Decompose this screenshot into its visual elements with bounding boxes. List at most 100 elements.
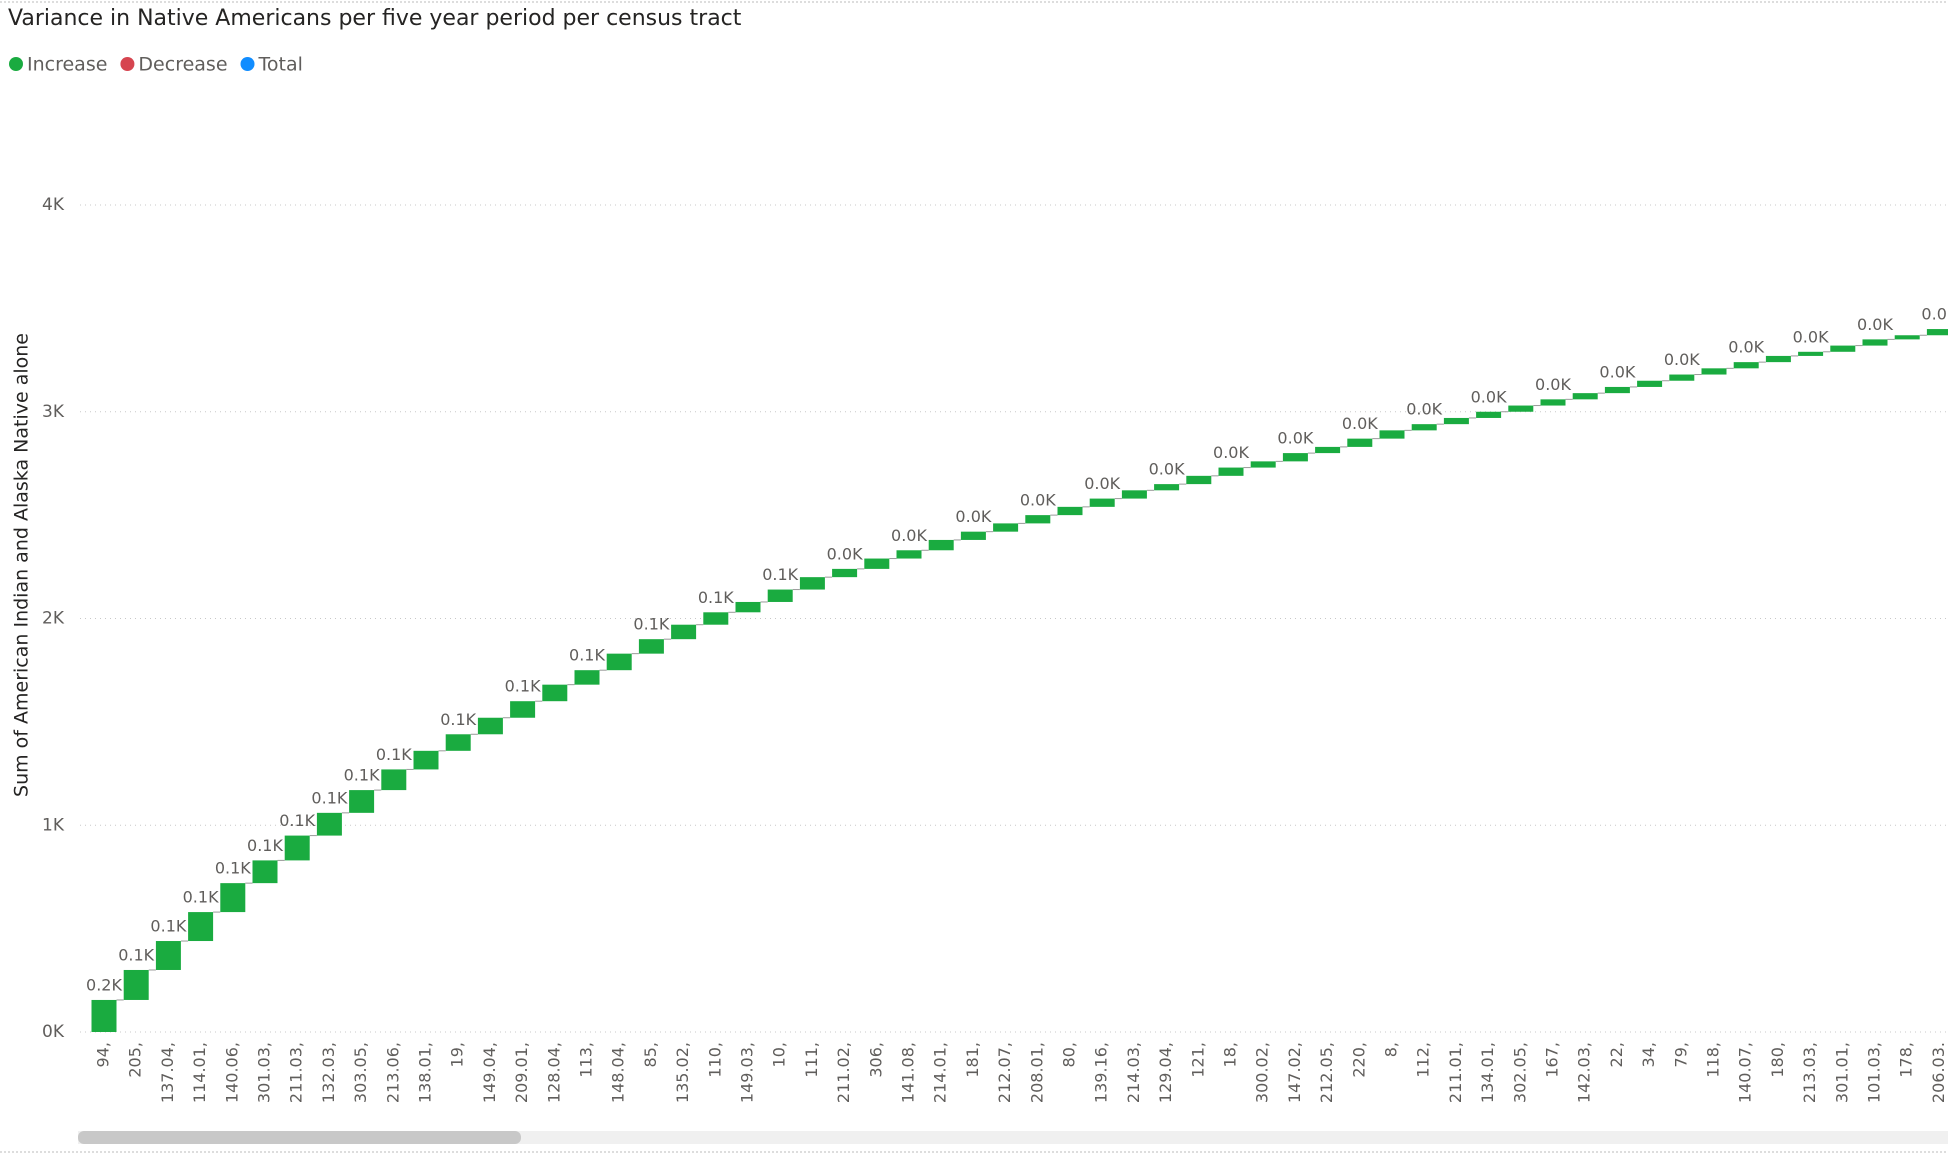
bar — [1476, 411, 1502, 418]
bars: 0.2K 94, 0.1K 205, 0.1K 137.04, 0.1K 114.01, 0.1… — [86, 305, 1948, 1103]
bar — [1186, 475, 1212, 485]
x-tick-label: 137.04, — [158, 1042, 177, 1103]
value-label: 0.2K — [86, 975, 122, 994]
bar — [510, 701, 536, 718]
x-tick-label: 22, — [1607, 1042, 1626, 1067]
bar — [1604, 386, 1630, 394]
bar — [1926, 329, 1948, 336]
legend-marker — [120, 57, 135, 71]
scrollbar-thumb[interactable] — [78, 1131, 521, 1144]
bar — [1830, 345, 1856, 352]
value-label: 0.1K — [698, 588, 734, 607]
bar — [1025, 515, 1051, 524]
bar — [864, 558, 890, 569]
x-tick-label: 301.01, — [1832, 1042, 1851, 1103]
legend-label: Total — [258, 54, 303, 76]
value-label: 0.0K — [1857, 315, 1893, 334]
scrollbar-track[interactable] — [78, 1131, 1948, 1144]
x-tick-label: 214.01, — [931, 1042, 950, 1103]
bar — [896, 550, 922, 559]
x-tick-label: 110, — [705, 1042, 724, 1078]
value-label: 0.0K — [1921, 305, 1948, 324]
x-tick-label: 132.03, — [319, 1042, 338, 1103]
x-tick-label: 113, — [577, 1042, 596, 1078]
bar — [1379, 430, 1405, 439]
x-tick-label: 142.03, — [1575, 1042, 1594, 1103]
bar — [1733, 362, 1759, 369]
value-label: 0.1K — [183, 888, 219, 907]
value-label: 0.0K — [1471, 387, 1507, 406]
bar — [1282, 453, 1308, 462]
x-tick-label: 121, — [1188, 1042, 1207, 1078]
y-axis-title: Sum of American Indian and Alaska Native… — [11, 333, 33, 797]
x-tick-label: 134.01, — [1478, 1042, 1497, 1103]
bar — [1057, 506, 1083, 516]
bar — [1765, 355, 1791, 363]
y-tick-label: 3K — [42, 402, 65, 422]
bar — [1121, 490, 1147, 499]
value-label: 0.1K — [633, 615, 669, 634]
legend-marker — [240, 57, 255, 71]
value-label: 0.1K — [376, 745, 412, 764]
value-label: 0.0K — [955, 507, 991, 526]
x-tick-label: 302.05, — [1510, 1042, 1529, 1103]
bar — [574, 670, 600, 685]
value-label: 0.0K — [1664, 350, 1700, 369]
bar — [445, 734, 471, 751]
chart-title: Variance in Native Americans per five ye… — [8, 6, 742, 31]
bar — [316, 812, 342, 836]
value-label: 0.1K — [279, 811, 315, 830]
bar — [1701, 368, 1727, 375]
x-tick-label: 18, — [1221, 1042, 1240, 1067]
bar — [638, 639, 664, 654]
value-label: 0.0K — [1406, 400, 1442, 419]
x-tick-label: 114.01, — [190, 1042, 209, 1103]
value-label: 0.0K — [1084, 474, 1120, 493]
x-tick-label: 211.02, — [834, 1042, 853, 1103]
value-label: 0.1K — [215, 859, 251, 878]
x-tick-label: 209.01, — [512, 1042, 531, 1103]
value-label: 0.0K — [1728, 338, 1764, 357]
value-label: 0.1K — [247, 836, 283, 855]
bar — [1154, 484, 1180, 491]
y-tick-label: 0K — [42, 1022, 65, 1042]
value-label: 0.0K — [891, 526, 927, 545]
bar — [155, 941, 181, 970]
value-label: 0.1K — [440, 710, 476, 729]
x-tick-label: 138.01, — [416, 1042, 435, 1103]
bar — [767, 589, 793, 602]
bar — [606, 653, 632, 671]
value-label: 0.1K — [762, 565, 798, 584]
bar — [1315, 446, 1341, 454]
x-tick-label: 118, — [1704, 1042, 1723, 1078]
bar — [832, 568, 858, 578]
x-tick-label: 167, — [1543, 1042, 1562, 1078]
bar — [220, 883, 246, 913]
x-tick-label: 208.01, — [1027, 1042, 1046, 1103]
x-tick-label: 180, — [1768, 1042, 1787, 1078]
x-tick-label: 8, — [1382, 1042, 1401, 1057]
bar — [1540, 399, 1566, 406]
bar — [1894, 335, 1920, 340]
bar — [735, 601, 761, 613]
x-tick-label: 147.02, — [1285, 1042, 1304, 1103]
value-label: 0.1K — [344, 766, 380, 785]
bar — [91, 999, 117, 1032]
x-tick-label: 306, — [866, 1042, 885, 1078]
bar — [1347, 438, 1373, 447]
bar — [1411, 424, 1437, 431]
bar — [381, 769, 407, 791]
bar — [284, 835, 310, 861]
legend: Increase Decrease Total — [9, 54, 303, 76]
x-tick-label: 213.06, — [383, 1042, 402, 1103]
x-tick-label: 178, — [1897, 1042, 1916, 1078]
x-tick-label: 206.03. — [1929, 1042, 1948, 1103]
bar — [1089, 498, 1115, 507]
x-tick-label: 303.05, — [351, 1042, 370, 1103]
x-tick-label: 19, — [448, 1042, 467, 1067]
y-tick-label: 1K — [42, 815, 65, 835]
x-tick-label: 211.01, — [1446, 1042, 1465, 1103]
x-tick-label: 80, — [1060, 1042, 1079, 1067]
